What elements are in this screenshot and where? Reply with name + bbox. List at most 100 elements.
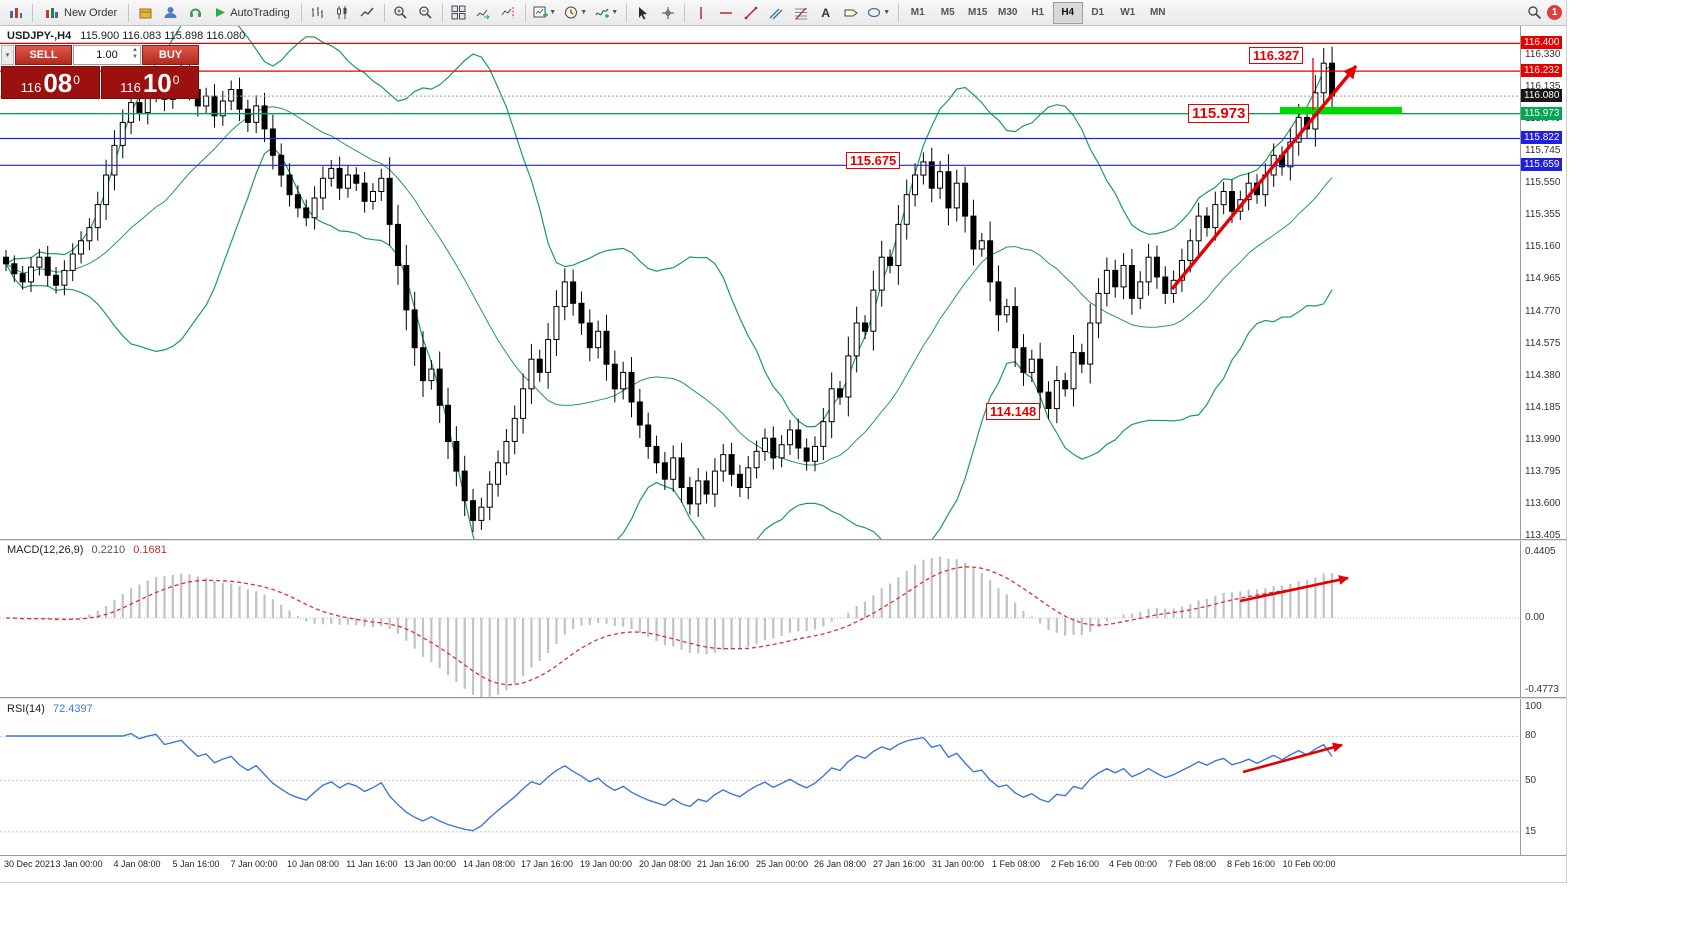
autotrading-button[interactable]: AutoTrading <box>208 2 297 24</box>
indicators-button[interactable]: ▼ <box>592 2 622 24</box>
candlestick-chart-icon[interactable] <box>331 2 355 24</box>
rsi-label-line: RSI(14) 72.4397 <box>7 703 93 715</box>
community-icon[interactable] <box>158 2 182 24</box>
time-axis-label: 10 Feb 00:00 <box>1282 859 1336 869</box>
buy-button[interactable]: BUY <box>142 45 199 65</box>
new-order-label: New Order <box>64 6 118 19</box>
price-axis-badge: 115.822 <box>1521 131 1563 144</box>
chart-window-icon[interactable] <box>4 2 28 24</box>
price-chart-pane[interactable] <box>0 7 1566 600</box>
price-axis-tick: 115.550 <box>1525 177 1561 188</box>
price-axis-tick: 113.990 <box>1525 434 1561 445</box>
price-axis-tick: 115.745 <box>1525 145 1561 156</box>
search-icon[interactable] <box>1522 2 1546 24</box>
time-axis-label: 19 Jan 00:00 <box>579 859 633 869</box>
profiles-button[interactable]: ▼ <box>561 2 591 24</box>
timeframe-button-M1[interactable]: M1 <box>910 7 925 18</box>
auto-scroll-icon[interactable] <box>472 2 496 24</box>
market-icon[interactable] <box>133 2 157 24</box>
rsi-axis-tick: 15 <box>1525 826 1537 837</box>
timeframe-button-D1[interactable]: D1 <box>1091 7 1105 18</box>
one-click-collapse-toggle[interactable]: ▾ <box>1 45 14 65</box>
time-axis-label: 4 Jan 08:00 <box>113 859 161 869</box>
fibonacci-icon[interactable] <box>789 2 813 24</box>
label-icon[interactable] <box>839 2 863 24</box>
zoom-in-icon[interactable] <box>389 2 413 24</box>
timeframe-button-M5[interactable]: M5 <box>940 7 955 18</box>
tile-windows-icon[interactable] <box>447 2 471 24</box>
rsi-name: RSI(14) <box>7 703 45 715</box>
time-axis-label: 17 Jan 16:00 <box>520 859 574 869</box>
macd-axis-tick: 0.4405 <box>1525 546 1556 557</box>
timeframe-button-W1[interactable]: W1 <box>1120 7 1136 18</box>
timeframe-button-H1[interactable]: H1 <box>1031 7 1045 18</box>
rsi-value: 72.4397 <box>52 703 93 715</box>
autotrading-play-icon <box>216 8 226 17</box>
price-annotation: 115.973 <box>1188 104 1250 123</box>
price-axis-tick: 115.160 <box>1525 241 1561 252</box>
time-axis-label: 10 Jan 08:00 <box>286 859 340 869</box>
sell-button[interactable]: SELL <box>15 45 72 65</box>
toolbar-separator <box>32 3 33 22</box>
shapes-button[interactable]: ▼ <box>864 2 894 24</box>
timeframe-button-H4[interactable]: H4 <box>1052 1 1083 24</box>
buy-price-box[interactable]: 116 10 0 <box>100 66 199 99</box>
price-axis-badge: 116.232 <box>1521 64 1563 77</box>
chart-symbol-period: USDJPY-,H4 <box>7 30 72 42</box>
chart-ohlc-values: 115.900 116.083 115.898 116.080 <box>80 30 246 42</box>
mt4-window: New Order AutoTrading <box>0 0 1567 883</box>
time-axis-label: 21 Jan 16:00 <box>696 859 750 869</box>
price-axis-border <box>1520 26 1521 855</box>
toolbar-separator <box>625 3 627 22</box>
sell-price-big: 08 <box>43 68 73 98</box>
volume-up-icon[interactable]: ▲ <box>132 47 138 53</box>
timeframe-button-MN[interactable]: MN <box>1149 7 1166 18</box>
new-order-button[interactable]: New Order <box>37 2 124 24</box>
toolbar-separator <box>128 3 130 22</box>
rsi-axis-tick: 100 <box>1525 701 1542 712</box>
time-axis-label: 26 Jan 08:00 <box>813 859 867 869</box>
support-icon[interactable] <box>183 2 207 24</box>
rsi-pane[interactable] <box>0 700 1566 860</box>
price-axis-tick: 114.575 <box>1525 338 1561 349</box>
macd-pane[interactable] <box>0 541 1566 703</box>
pane-divider[interactable] <box>0 539 1566 541</box>
new-chart-button[interactable]: ▼ <box>530 2 560 24</box>
rsi-axis-tick: 80 <box>1525 730 1537 741</box>
time-axis-label: 7 Jan 00:00 <box>230 859 278 869</box>
time-axis-label: 13 Jan 00:00 <box>403 859 457 869</box>
time-axis-label: 31 Jan 00:00 <box>931 859 985 869</box>
time-axis-border <box>0 855 1566 856</box>
price-axis-tick: 113.600 <box>1525 498 1561 509</box>
time-axis-label: 1 Feb 08:00 <box>991 859 1041 869</box>
price-annotation: 115.675 <box>846 152 901 169</box>
price-axis-tick: 114.380 <box>1525 370 1561 381</box>
bar-chart-icon[interactable] <box>306 2 330 24</box>
volume-input[interactable]: 1.00 ▲ ▼ <box>73 45 141 65</box>
volume-stepper[interactable]: ▲ ▼ <box>132 47 138 61</box>
crosshair-icon[interactable] <box>656 2 680 24</box>
horizontal-line-icon[interactable] <box>714 2 738 24</box>
timeframe-button-M15[interactable]: M15 <box>967 7 988 18</box>
channel-icon[interactable] <box>764 2 788 24</box>
time-axis-label: 30 Dec 2021 <box>4 859 56 869</box>
pane-divider[interactable] <box>0 697 1566 699</box>
sell-price-box[interactable]: 116 08 0 <box>1 66 100 99</box>
volume-value: 1.00 <box>96 49 118 61</box>
time-axis-label: 20 Jan 08:00 <box>638 859 692 869</box>
cursor-icon[interactable] <box>631 2 655 24</box>
zoom-out-icon[interactable] <box>414 2 438 24</box>
toolbar-separator <box>683 3 685 22</box>
toolbar-separator <box>300 3 302 22</box>
autotrading-label: AutoTrading <box>230 6 290 19</box>
trendline-icon[interactable] <box>739 2 763 24</box>
price-axis-tick: 114.770 <box>1525 306 1561 317</box>
volume-down-icon[interactable]: ▼ <box>132 54 138 60</box>
price-axis-badge: 115.659 <box>1521 158 1563 171</box>
text-icon[interactable]: A <box>821 5 831 20</box>
line-chart-icon[interactable] <box>356 2 380 24</box>
notification-badge[interactable]: 1 <box>1547 5 1562 20</box>
chart-shift-icon[interactable] <box>497 2 521 24</box>
vertical-line-icon[interactable] <box>689 2 713 24</box>
timeframe-button-M30[interactable]: M30 <box>997 7 1018 18</box>
